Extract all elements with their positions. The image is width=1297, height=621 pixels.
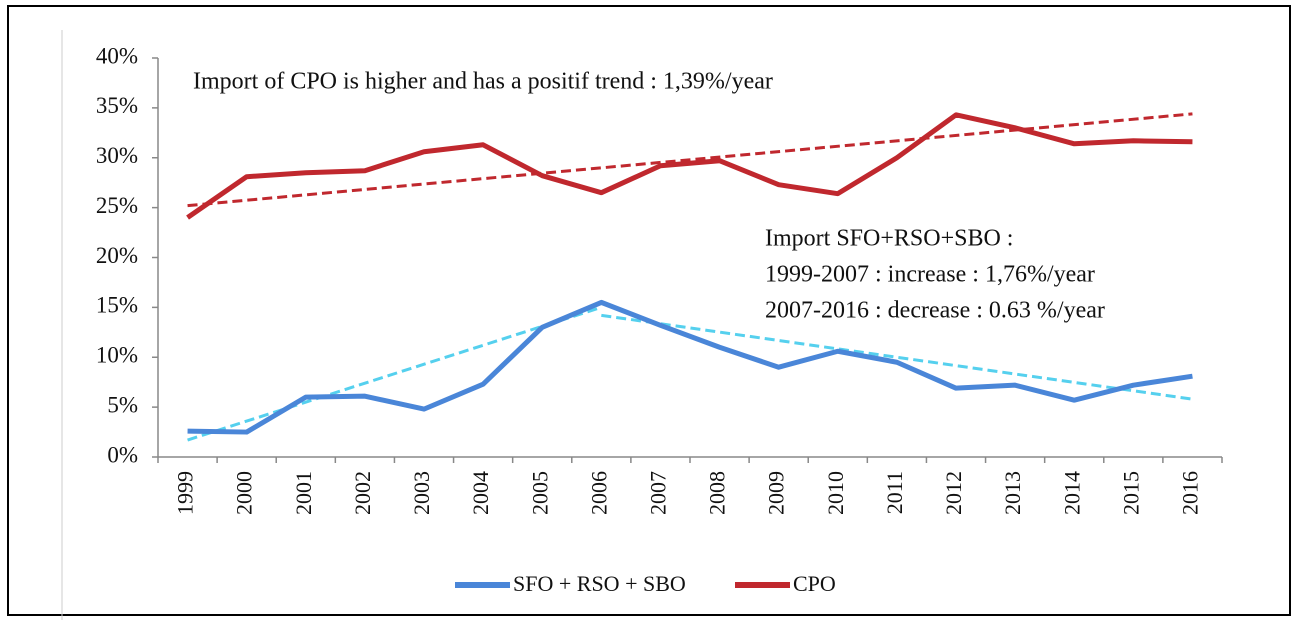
y-tick-label: 10% <box>96 343 138 368</box>
y-tick-label: 0% <box>107 442 138 467</box>
x-tick-label: 2012 <box>941 471 966 515</box>
x-tick-label: 2013 <box>1000 471 1025 515</box>
series-line <box>186 112 1193 220</box>
annotation: Import of CPO is higher and has a positi… <box>193 69 773 95</box>
trend-line <box>187 112 1193 208</box>
x-tick-label: 2010 <box>823 471 848 515</box>
y-tick-label: 40% <box>96 43 138 68</box>
trend-line <box>601 313 1193 401</box>
annotation: 1999-2007 : increase : 1,76%/year <box>765 262 1095 288</box>
x-tick-label: 2001 <box>291 471 316 515</box>
x-tick-label: 2014 <box>1059 471 1084 515</box>
legend-label: SFO + RSO + SBO <box>513 571 686 596</box>
x-tick-label: 2000 <box>232 471 257 515</box>
y-tick-label: 30% <box>96 143 138 168</box>
frame <box>7 5 1291 616</box>
legend-label: CPO <box>793 571 836 596</box>
annotation: 2007-2016 : decrease : 0.63 %/year <box>765 298 1105 324</box>
x-tick-label: 2006 <box>586 471 611 515</box>
x-tick-label: 2004 <box>468 471 493 515</box>
x-tick-label: 2002 <box>350 471 375 515</box>
x-tick-label: 2015 <box>1118 471 1143 515</box>
x-tick-label: 2003 <box>409 471 434 515</box>
x-tick-label: 2007 <box>645 471 670 515</box>
y-tick-label: 25% <box>96 193 138 218</box>
x-tick-label: 2005 <box>527 471 552 515</box>
annotation: Import SFO+RSO+SBO : <box>765 226 1013 252</box>
x-tick-label: 2016 <box>1177 471 1202 515</box>
x-tick-label: 2008 <box>705 471 730 515</box>
x-tick-label: 2009 <box>764 471 789 515</box>
trend-line <box>187 305 602 442</box>
y-tick-label: 35% <box>96 93 138 118</box>
y-tick-label: 5% <box>107 392 138 417</box>
x-tick-label: 1999 <box>173 471 198 515</box>
y-tick-label: 15% <box>96 293 138 318</box>
series-line <box>187 299 1193 435</box>
y-tick-label: 20% <box>96 243 138 268</box>
x-tick-label: 2011 <box>882 471 907 514</box>
